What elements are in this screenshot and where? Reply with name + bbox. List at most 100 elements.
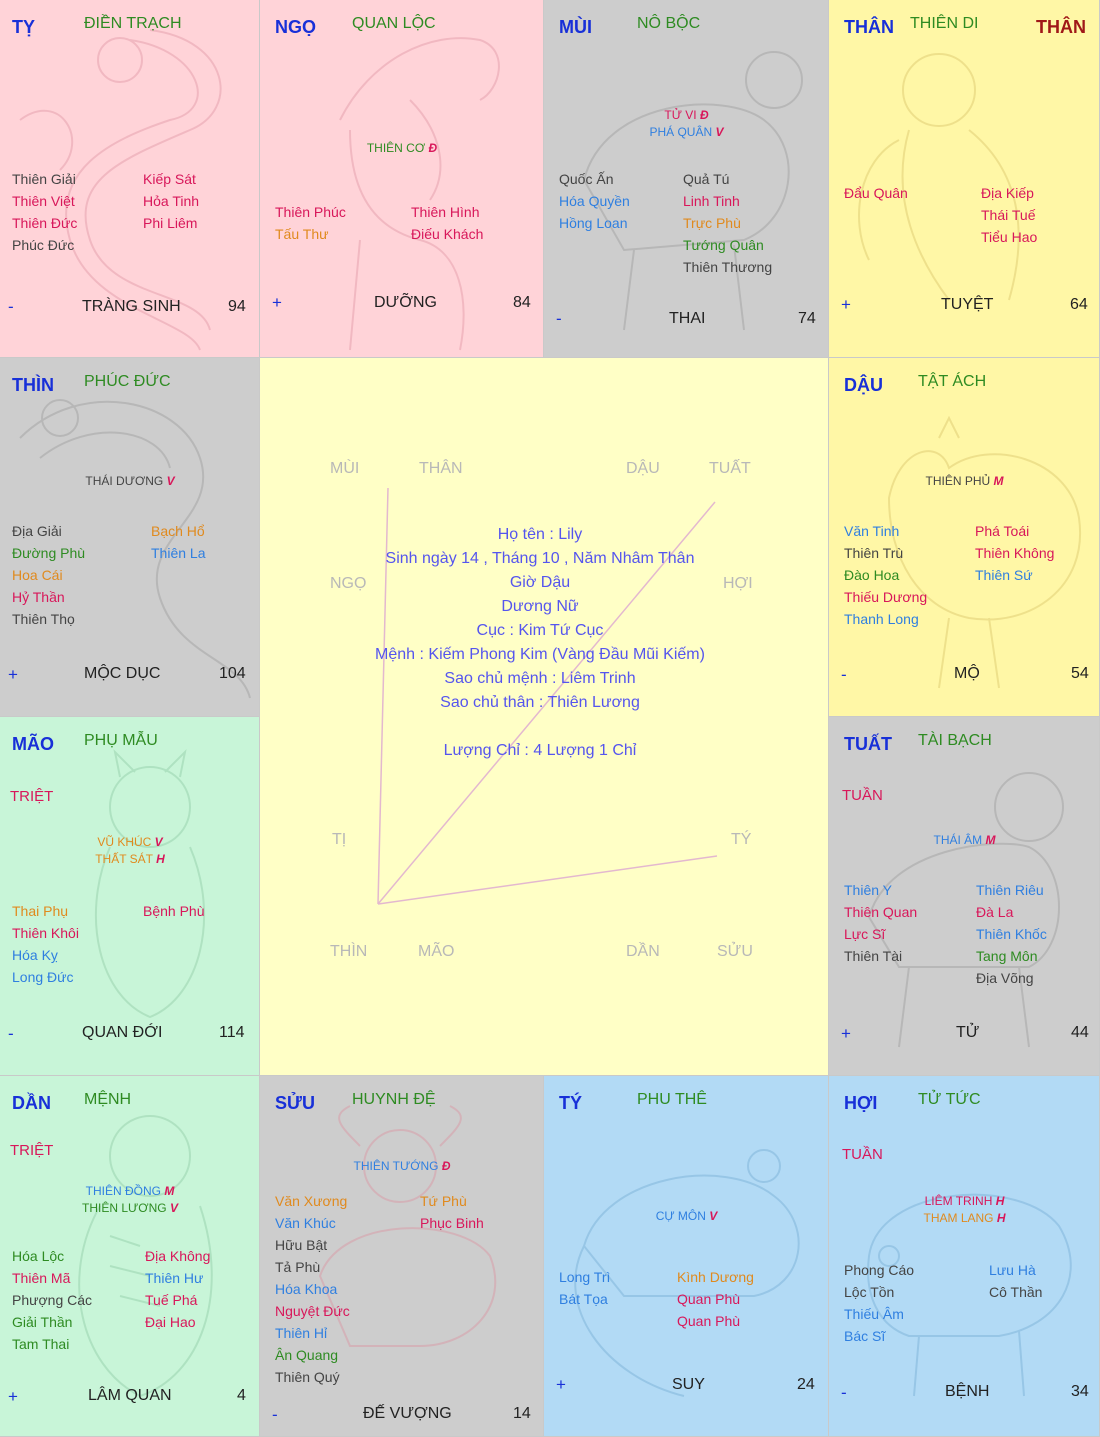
right-star-list: Địa Không Thiên Hư Tuế Phá Đại Hao	[145, 1248, 210, 1336]
polarity-sign: -	[556, 309, 562, 328]
star-name: Tiểu Hao	[981, 229, 1038, 245]
palace-label: TỬ TỨC	[918, 1091, 981, 1108]
polarity-sign: +	[841, 1024, 851, 1043]
age-number: 4	[237, 1387, 246, 1404]
star-name: Thai Phụ	[12, 903, 69, 919]
star-name: Thiên Riêu	[976, 882, 1044, 898]
polarity-sign: +	[8, 1387, 18, 1406]
star-name: Địa Giải	[12, 523, 62, 539]
star-name: Thiên Việt	[12, 193, 75, 209]
center-star-name: THIÊN PHỦ	[925, 474, 991, 488]
palace-cell-hoi-pig: HỢI TỬ TỨC TUẦN LIÊM TRINH H THAM LANG H…	[829, 1076, 1100, 1437]
star-name: Tuế Phá	[145, 1292, 198, 1308]
branch-label: THÌN	[12, 375, 54, 395]
star-name: Quan Phù	[677, 1313, 741, 1329]
direction-label: THÂN	[419, 460, 463, 477]
center-star: THÁI ÂM M	[829, 833, 1099, 847]
info-destiny: Mệnh : Kiếm Phong Kim (Vàng Đầu Mũi Kiếm…	[375, 646, 705, 663]
palace-cell-suu-ox: SỬU HUYNH ĐỆ THIÊN TƯỚNG Đ Văn Xương Văn…	[260, 1076, 544, 1437]
left-star-list: Hóa Lộc Thiên Mã Phượng Các Giải Thần Ta…	[12, 1248, 92, 1358]
direction-label: THÌN	[330, 943, 368, 960]
star-strength-chip: V	[715, 125, 724, 139]
info-body-lord: Sao chủ thân : Thiên Lương	[440, 694, 640, 711]
age-number: 24	[797, 1376, 815, 1393]
center-star: TỬ VI Đ	[544, 108, 828, 122]
center-star-name: TỬ VI	[664, 108, 697, 122]
life-stage: THAI	[669, 310, 706, 327]
star-name: Tam Thai	[12, 1336, 70, 1352]
center-star: THIÊN ĐỒNG M	[0, 1185, 259, 1197]
age-number: 54	[1071, 665, 1089, 682]
star-name: Thanh Long	[844, 611, 919, 627]
star-name: Phá Toái	[975, 523, 1030, 539]
branch-label: MÃO	[12, 734, 54, 754]
star-name: Thiên Tài	[844, 948, 903, 964]
age-number: 64	[1070, 296, 1088, 313]
age-number: 34	[1071, 1383, 1089, 1400]
void-tag: TRIỆT	[10, 1142, 54, 1159]
palace-label: MỆNH	[84, 1091, 132, 1108]
star-name: Thiên Sứ	[975, 567, 1033, 583]
left-star-list: Phong Cáo Lộc Tồn Thiếu Âm Bác Sĩ	[844, 1262, 914, 1350]
right-star-list: Kiếp Sát Hỏa Tinh Phi Liêm	[143, 171, 199, 237]
star-strength-chip: H	[995, 1194, 1005, 1208]
star-name: Đường Phù	[12, 545, 86, 561]
life-stage: TỬ	[956, 1024, 980, 1041]
life-stage: LÂM QUAN	[88, 1387, 172, 1404]
star-name: Thiên Trù	[844, 545, 904, 561]
star-name: Thiên Phúc	[275, 204, 346, 220]
star-name: Thiên Giải	[12, 171, 76, 187]
star-name: Thiếu Âm	[844, 1306, 904, 1322]
star-strength-chip: M	[985, 833, 996, 847]
body-palace-marker: THÂN	[1036, 17, 1086, 37]
star-name: Thiên Đức	[12, 215, 78, 231]
center-star-name: CỰ MÔN	[655, 1209, 706, 1223]
right-star-list: Thiên Riêu Đà La Thiên Khốc Tang Môn Địa…	[976, 882, 1047, 992]
life-stage: DƯỠNG	[374, 294, 437, 311]
right-star-list: Tứ Phù Phục Binh	[420, 1193, 484, 1237]
info-birth-hour: Giờ Dậu	[509, 574, 571, 591]
center-star-name: LIÊM TRINH	[924, 1194, 993, 1208]
direction-label: TUẤT	[709, 460, 751, 477]
star-name: Hóa Kỵ	[12, 947, 58, 963]
direction-label: MÙI	[330, 460, 360, 477]
star-name: Thái Tuế	[981, 207, 1036, 223]
star-strength-chip: V	[709, 1209, 718, 1223]
star-name: Thiên Quý	[275, 1369, 340, 1385]
direction-label: HỢI	[723, 575, 753, 592]
star-name: Tả Phù	[275, 1259, 321, 1275]
palace-cell-ty-rat: TÝ PHU THÊ CỰ MÔN V Long Trì Bát Tọa Kìn…	[544, 1076, 829, 1437]
polarity-sign: +	[841, 295, 851, 314]
star-strength-chip: Đ	[699, 108, 709, 122]
direction-label: DẬU	[626, 460, 660, 477]
star-name: Thiên Quan	[844, 904, 918, 920]
star-name: Quốc Ấn	[559, 171, 614, 187]
star-name: Long Trì	[559, 1269, 611, 1285]
center-star-name: THÁI DƯƠNG	[85, 474, 164, 488]
right-star-list: Phá Toái Thiên Không Thiên Sứ	[975, 523, 1054, 589]
polarity-sign: -	[8, 297, 14, 316]
palace-cell-mao-cat: MÃO PHỤ MẪU TRIỆT VŨ KHÚC V THẤT SÁT H T…	[0, 717, 260, 1076]
star-name: Tấu Thư	[275, 226, 329, 242]
polarity-sign: +	[272, 293, 282, 312]
life-stage: TUYỆT	[941, 296, 994, 313]
star-name: Thiên Khôi	[12, 925, 79, 941]
palace-label: QUAN LỘC	[352, 15, 436, 32]
right-star-list: Lưu Hà Cô Thần	[989, 1262, 1042, 1306]
star-name: Phục Binh	[420, 1215, 484, 1231]
left-star-list: Thai Phụ Thiên Khôi Hóa Kỵ Long Đức	[12, 903, 79, 991]
age-number: 104	[219, 665, 246, 682]
polarity-sign: -	[841, 665, 847, 684]
star-name: Trực Phù	[683, 215, 741, 231]
star-strength-chip: Đ	[428, 141, 438, 155]
star-name: Văn Xương	[275, 1193, 348, 1209]
polarity-sign: -	[272, 1405, 278, 1424]
star-name: Ân Quang	[275, 1347, 339, 1363]
star-name: Hóa Quyền	[559, 193, 630, 209]
center-star-name: THÁI ÂM	[933, 833, 983, 847]
branch-label: DẦN	[12, 1093, 51, 1113]
center-star-name: THAM LANG	[923, 1211, 994, 1225]
star-name: Địa Không	[145, 1248, 211, 1264]
star-name: Tứ Phù	[420, 1193, 467, 1209]
star-name: Kiếp Sát	[143, 171, 196, 187]
